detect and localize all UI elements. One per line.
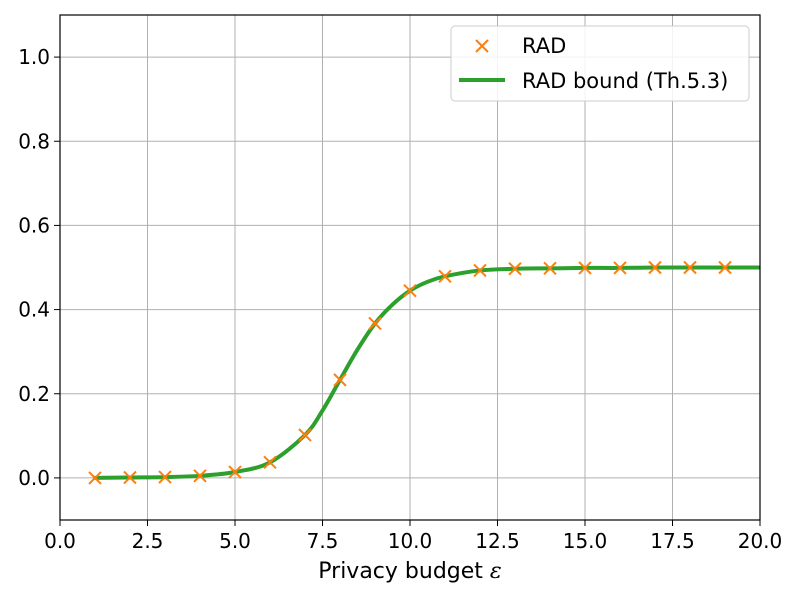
x-tick-label: 20.0: [738, 529, 783, 553]
data-point-rad: [543, 261, 557, 276]
x-tick-label: 15.0: [563, 529, 608, 553]
x-axis-label: Privacy budget ε: [318, 559, 501, 584]
y-tick-label: 0.2: [18, 382, 50, 406]
x-tick-label: 0.0: [44, 529, 76, 553]
legend-label-rad: RAD: [522, 34, 566, 58]
y-tick-label: 0.0: [18, 466, 50, 490]
x-tick-label: 2.5: [132, 529, 164, 553]
data-point-rad: [368, 316, 382, 331]
data-point-rad: [508, 262, 522, 276]
x-tick-label: 12.5: [475, 529, 520, 553]
x-tick-label: 17.5: [650, 529, 695, 553]
y-tick-label: 0.8: [18, 129, 50, 153]
data-point-rad: [473, 263, 487, 278]
x-tick-label: 5.0: [219, 529, 251, 553]
data-point-rad: [158, 470, 172, 484]
x-axis-ticks: 0.0 2.5 5.0 7.5 10.0 12.5 15.0 17.5 20.0: [44, 520, 782, 553]
data-point-rad: [403, 283, 417, 298]
data-point-rad: [193, 469, 207, 483]
x-axis-label-text: Privacy budget: [318, 559, 483, 584]
legend-marker-rad: [475, 39, 489, 53]
y-tick-label: 0.4: [18, 298, 50, 322]
data-point-rad: [228, 465, 242, 479]
legend-x-marker: [475, 39, 489, 53]
series-line-rad-bound: [93, 265, 760, 480]
y-tick-label: 0.6: [18, 213, 50, 237]
data-point-rad: [683, 260, 697, 275]
data-point-rad: [578, 261, 592, 275]
y-axis-ticks: 0.0 0.2 0.4 0.6 0.8 1.0: [18, 45, 60, 490]
data-point-rad: [648, 260, 662, 275]
plot-area: [88, 260, 760, 485]
data-point-rad: [123, 470, 137, 485]
data-point-rad: [88, 471, 102, 485]
data-point-rad: [263, 455, 277, 470]
data-point-rad: [613, 261, 627, 275]
data-point-rad: [298, 428, 312, 442]
data-point-rad: [718, 260, 732, 275]
legend-box: [450, 25, 750, 102]
data-point-rad: [333, 373, 347, 387]
data-point-rad: [438, 269, 452, 284]
x-axis-label-symbol: ε: [490, 559, 502, 584]
x-tick-label: 7.5: [307, 529, 339, 553]
y-tick-label: 1.0: [18, 45, 50, 69]
x-tick-label: 10.0: [388, 529, 433, 553]
legend: RAD RAD bound (Th.5.3): [450, 25, 750, 102]
legend-label-rad-bound: RAD bound (Th.5.3): [522, 69, 728, 93]
